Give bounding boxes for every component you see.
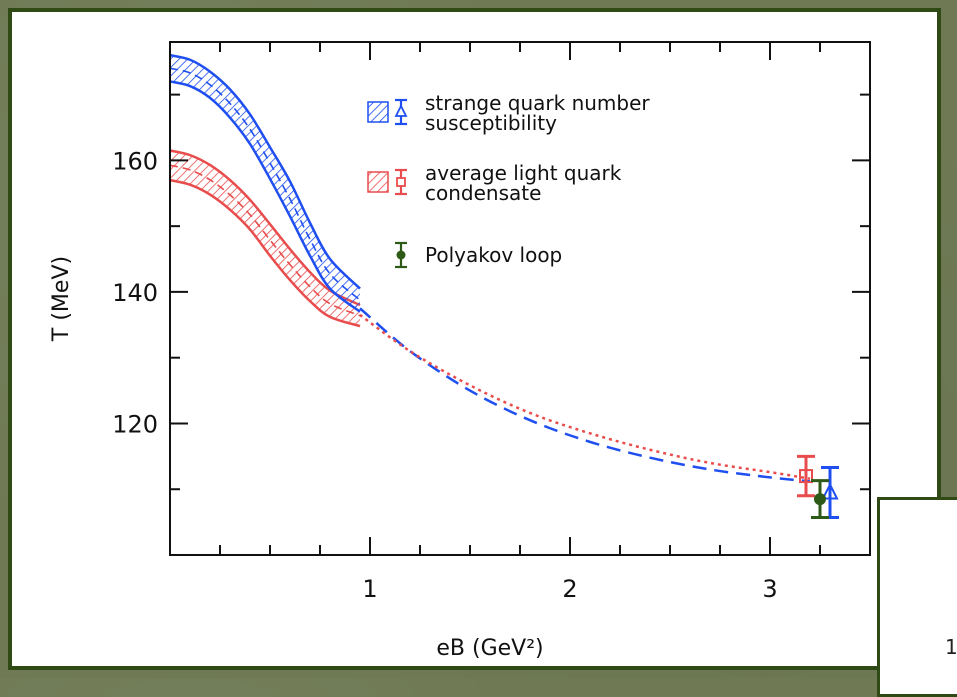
legend-label-blue-line2: susceptibility	[425, 111, 557, 135]
y-axis-title: T (MeV)	[49, 256, 74, 342]
band-lower-red	[169, 178, 361, 328]
band-lower-blue	[169, 80, 361, 313]
inset-panel: 1	[877, 497, 957, 697]
y-tick-label: 140	[112, 279, 158, 307]
legend-marker-circle	[396, 250, 406, 260]
legend-label-blue-line1: strange quark number	[425, 91, 650, 115]
point-polyakov-marker	[814, 493, 826, 506]
legend-marker-square	[396, 177, 406, 187]
legend-band-swatch-red	[367, 171, 389, 193]
legend-label-red-line2: condensate	[425, 181, 541, 205]
band-center-red	[169, 164, 361, 317]
inset-label: 1	[945, 635, 957, 659]
point-susceptibility-marker	[821, 482, 839, 500]
legend-label-red-line1: average light quark	[425, 161, 622, 185]
y-tick-label: 120	[112, 410, 158, 438]
legend-band-swatch-blue	[367, 101, 389, 123]
x-tick-label: 2	[562, 575, 577, 603]
band-upper-red	[169, 149, 361, 307]
extrapolation-red	[359, 313, 811, 480]
band-upper-blue	[169, 53, 361, 290]
x-tick-label: 3	[762, 575, 777, 603]
band-fill-red	[170, 150, 360, 327]
point-condensate-marker	[799, 469, 813, 484]
band-center-blue	[169, 67, 361, 301]
x-tick-label: 1	[362, 575, 377, 603]
legend-label-green: Polyakov loop	[425, 243, 562, 267]
chart-panel	[8, 8, 941, 670]
legend-marker-triangle	[394, 103, 408, 117]
extrapolation-blue	[359, 307, 811, 483]
chart-svg: 1 2 3 120 140 160 eB (GeV²) T (MeV) strange quar…	[49, 41, 871, 661]
y-tick-label: 160	[112, 147, 158, 175]
band-fill-blue	[170, 55, 360, 312]
x-axis-title: eB (GeV²)	[436, 636, 543, 661]
